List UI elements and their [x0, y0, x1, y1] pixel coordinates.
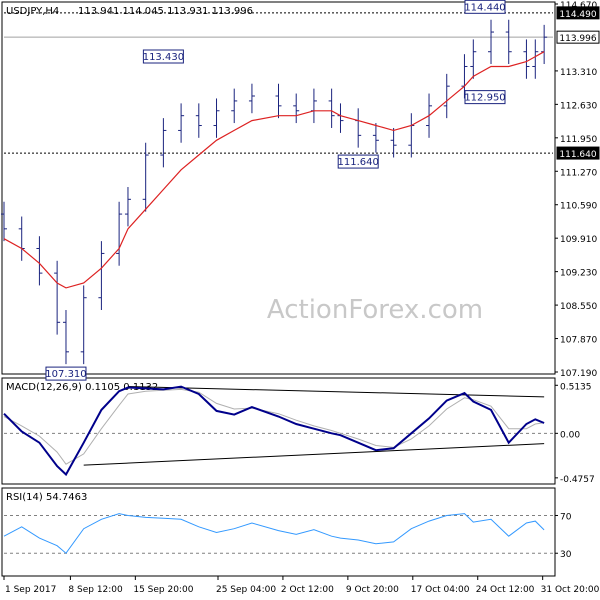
x-tick-label: 8 Sep 12:00 [68, 585, 123, 595]
candle [116, 201, 123, 266]
price-tick-label: 107.870 [560, 336, 597, 346]
price-annotation: 114.440 [464, 0, 506, 14]
macd-tick-label: 0.00 [560, 430, 580, 440]
annotation-box [337, 154, 379, 169]
price-layer: 107.310 113.430 111.640 114.440 112.950 [1, 0, 553, 381]
candle [178, 103, 185, 143]
price-tick-label: 109.910 [560, 235, 597, 245]
annotation-label: 111.640 [338, 157, 379, 168]
rsi-tick-label: 30 [560, 550, 572, 560]
macd-title: MACD(12,26,9) 0.1105 0.1132 [6, 382, 158, 393]
macd-trendline [83, 443, 545, 466]
candle [532, 39, 539, 79]
candle [1, 201, 7, 242]
candle [195, 103, 202, 138]
price-annotation: 112.950 [464, 90, 506, 105]
candle [505, 19, 512, 65]
rsi-pane [1, 487, 556, 577]
candle [248, 83, 255, 114]
annotation-box [142, 49, 184, 64]
price-marker-box [556, 6, 600, 20]
candle [62, 310, 69, 365]
candle [372, 123, 379, 153]
candle [293, 93, 300, 124]
candle [390, 127, 397, 158]
price-tick-label: 114.490 [559, 10, 596, 20]
candle [98, 241, 105, 311]
candle [275, 83, 282, 119]
macd-trendline [127, 386, 545, 398]
price-marker-box [556, 30, 600, 44]
annotation-label: 113.430 [143, 52, 184, 63]
price-tick-label: 107.190 [560, 369, 597, 379]
annotation-label: 114.440 [464, 2, 505, 13]
price-annotation: 107.310 [45, 366, 87, 381]
candle [213, 98, 220, 138]
candle [443, 73, 450, 119]
macd-tick-label: 0.5135 [560, 382, 592, 392]
candle [36, 236, 43, 286]
price-pane [1, 1, 556, 375]
symbol-label: USDJPY,H4 [6, 6, 59, 17]
annotation-box [464, 90, 506, 105]
x-tick-label: 31 Oct 20:00 [541, 585, 600, 595]
x-tick-label: 2 Oct 12:00 [281, 585, 334, 595]
macd-line [3, 385, 545, 477]
price-tick-label: 113.996 [559, 34, 596, 44]
candle [160, 118, 167, 168]
price-tick-label: 111.640 [559, 150, 596, 160]
rsi-layer [3, 513, 553, 554]
candle [488, 19, 495, 65]
x-tick-label: 9 Oct 20:00 [346, 585, 399, 595]
candle [80, 285, 87, 365]
annotation-label: 112.950 [464, 93, 505, 104]
candle [54, 260, 61, 335]
price-annotation: 111.640 [337, 154, 379, 169]
annotation-label: 107.310 [45, 369, 86, 380]
candle [231, 88, 238, 124]
watermark: ActionForex.com [267, 295, 483, 325]
macd-tick-label: -0.4757 [560, 475, 595, 485]
price-tick-label: 113.310 [560, 68, 597, 78]
x-tick-label: 17 Oct 04:00 [411, 585, 470, 595]
annotation-box [464, 0, 506, 14]
price-tick-label: 111.270 [560, 168, 597, 178]
candle [328, 88, 335, 128]
candle [470, 39, 477, 79]
price-annotation: 113.430 [142, 49, 184, 64]
price-tick-label: 112.630 [560, 101, 597, 111]
candle [523, 39, 530, 79]
candle [142, 142, 149, 212]
macd-pane [1, 377, 556, 485]
ohlc-values: 113.941 114.045 113.931 113.996 [78, 6, 253, 17]
signal-line [3, 388, 545, 465]
x-tick-label: 1 Sep 2017 [5, 585, 56, 595]
x-tick-label: 24 Oct 12:00 [476, 585, 535, 595]
macd-layer [3, 385, 553, 477]
candle [124, 187, 131, 227]
rsi-line [3, 513, 545, 554]
price-tick-label: 108.550 [560, 302, 597, 312]
annotation-box [45, 366, 87, 381]
x-tick-label: 15 Sep 20:00 [133, 585, 193, 595]
x-tick-label: 25 Sep 04:00 [216, 585, 276, 595]
rsi-title: RSI(14) 54.7463 [6, 492, 87, 503]
price-tick-label: 110.590 [560, 202, 597, 212]
moving-average-line [3, 51, 545, 289]
price-marker-box [556, 146, 600, 160]
price-tick-label: 111.950 [560, 135, 597, 145]
price-tick-label: 109.230 [560, 269, 597, 279]
rsi-tick-label: 70 [560, 512, 572, 522]
price-tick-label: 114.670 [560, 1, 597, 11]
